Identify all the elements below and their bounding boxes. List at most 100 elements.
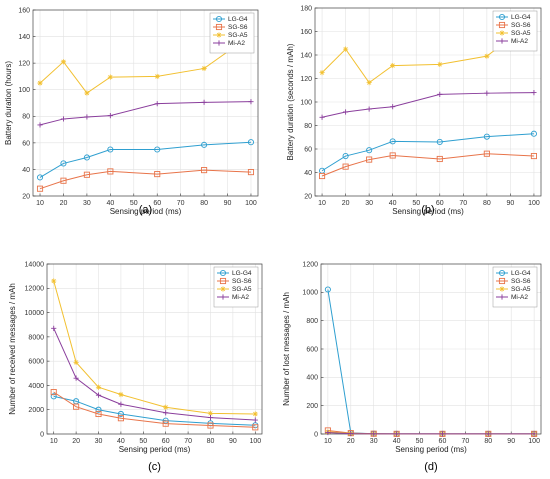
x-tick-label: 40 [389, 200, 397, 207]
data-point [36, 174, 44, 181]
data-point [389, 152, 396, 159]
data-point [118, 401, 124, 407]
data-point [389, 138, 396, 145]
series-line [321, 153, 534, 177]
legend-label: SG-A5 [511, 286, 531, 293]
x-tick-label: 10 [318, 200, 326, 207]
y-tick-label: 600 [306, 346, 318, 353]
data-point [483, 150, 490, 157]
x-tick-label: 10 [50, 438, 58, 445]
legend-label: LG-G4 [511, 14, 531, 21]
data-point [117, 415, 124, 422]
x-tick-label: 90 [506, 200, 514, 207]
x-axis-label: Sensing period (ms) [110, 207, 182, 216]
y-axis-label: Number of received messages / mAh [8, 283, 17, 415]
y-tick-label: 14000 [25, 261, 45, 268]
x-tick-label: 100 [249, 438, 261, 445]
data-point [531, 431, 537, 437]
data-point [73, 375, 79, 381]
data-point [531, 90, 537, 96]
plot-frame [46, 263, 263, 435]
data-point [118, 391, 124, 398]
legend-marker [216, 40, 222, 46]
series-sg-a5 [51, 278, 258, 417]
series-line [39, 169, 251, 190]
legend-entry: SG-A5 [496, 30, 531, 37]
subfigure-caption: (c) [148, 461, 161, 473]
legend-label: SG-S6 [228, 24, 248, 31]
series-lg-g4 [36, 139, 255, 181]
y-tick-label: 0 [40, 431, 44, 438]
x-tick-label: 50 [412, 200, 420, 207]
y-tick-label: 12000 [25, 286, 45, 293]
data-point [342, 163, 349, 170]
x-tick-label: 30 [95, 438, 103, 445]
legend-marker [215, 15, 223, 23]
data-point [366, 106, 372, 112]
x-axis-label: Sensing period (ms) [395, 445, 467, 454]
data-point [84, 114, 90, 120]
data-point [394, 431, 400, 437]
x-tick-label: 60 [436, 200, 444, 207]
data-point [163, 404, 169, 410]
data-point [207, 415, 214, 421]
data-point [207, 422, 214, 429]
legend-entry: Mi-A2 [217, 294, 249, 301]
legend-marker [499, 286, 505, 292]
legend-label: Mi-A2 [232, 294, 249, 301]
legend-entry: SG-S6 [496, 277, 531, 285]
chart-4: 10 20 30 40 50 60 70 80 90 1000200400600800100012… [282, 261, 542, 473]
series-mi-a2 [325, 429, 537, 437]
data-point [436, 155, 443, 163]
data-point [36, 185, 44, 192]
x-tick-label: 70 [184, 438, 192, 445]
data-point [84, 90, 90, 96]
data-point [117, 410, 124, 418]
series-line [53, 391, 256, 428]
x-tick-label: 50 [130, 200, 138, 207]
subfigure-caption: (d) [424, 461, 437, 473]
data-point [107, 74, 113, 80]
data-point [324, 286, 331, 293]
legend-label: SG-S6 [511, 278, 531, 285]
data-point [366, 156, 373, 163]
x-tick-label: 100 [528, 438, 540, 445]
legend-entry: SG-S6 [496, 21, 531, 29]
data-point [247, 139, 255, 146]
data-point [201, 141, 208, 148]
data-point [207, 410, 214, 416]
x-tick-label: 60 [153, 200, 161, 207]
plot-frame [314, 7, 542, 197]
y-tick-label: 200 [306, 403, 318, 410]
data-point [154, 171, 161, 178]
data-point [83, 154, 90, 161]
x-tick-label: 20 [60, 200, 68, 207]
x-tick-label: 40 [117, 438, 125, 445]
data-point [60, 116, 67, 122]
y-tick-label: 160 [18, 7, 30, 14]
data-point [37, 80, 43, 86]
x-tick-label: 60 [162, 438, 170, 445]
data-point [484, 90, 490, 96]
legend-entry: LG-G4 [217, 269, 252, 277]
data-point [319, 172, 326, 180]
x-tick-label: 20 [342, 200, 350, 207]
y-tick-label: 20 [304, 193, 312, 200]
data-point [73, 359, 79, 365]
x-tick-label: 10 [36, 200, 44, 207]
data-point [60, 59, 67, 65]
x-axis-label: Sensing period (ms) [119, 445, 191, 454]
data-point [319, 114, 325, 120]
data-point [60, 177, 67, 184]
data-point [436, 138, 443, 145]
data-point [95, 410, 102, 418]
x-tick-label: 40 [106, 200, 114, 207]
data-point [154, 146, 161, 153]
x-tick-label: 60 [439, 438, 447, 445]
x-tick-label: 90 [224, 200, 232, 207]
y-tick-label: 160 [300, 29, 312, 36]
data-point [252, 411, 258, 417]
data-point [366, 80, 372, 86]
